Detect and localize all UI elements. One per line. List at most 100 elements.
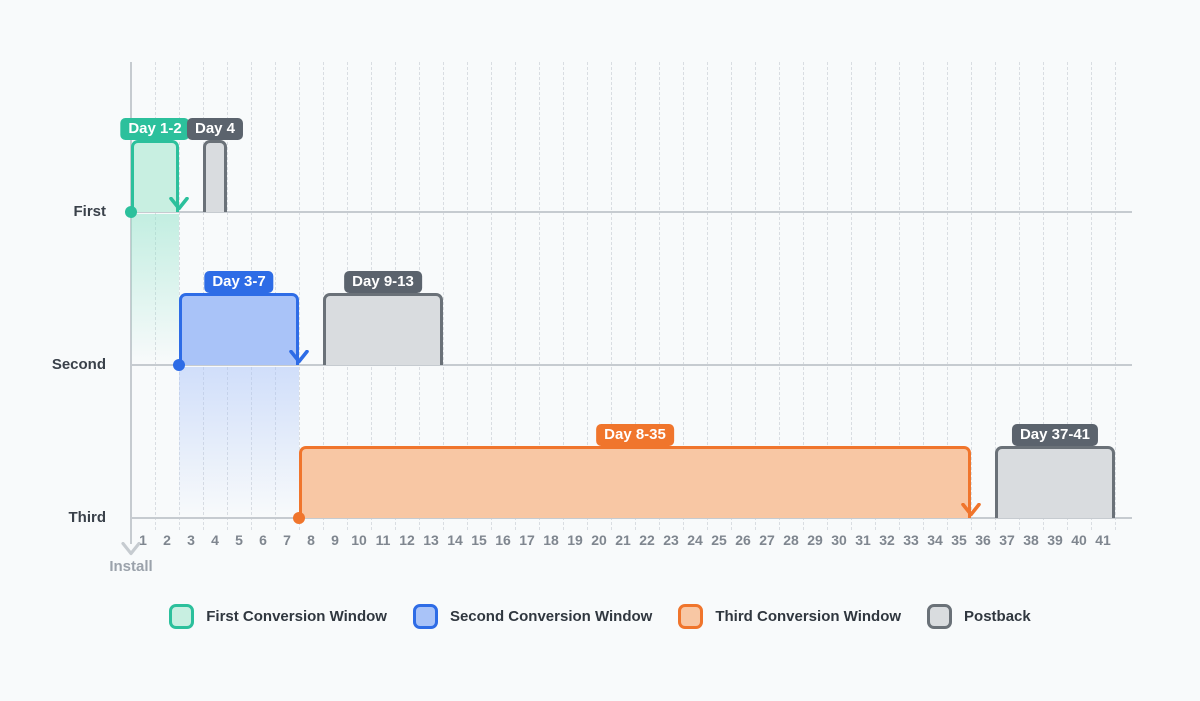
- gridline: [539, 62, 540, 530]
- conversion-window-box: [179, 293, 299, 365]
- install-arrow-icon: [120, 541, 142, 556]
- day-tick-label: 32: [879, 532, 895, 548]
- legend-item-gray: Postback: [927, 604, 1031, 629]
- day-tick-label: 39: [1047, 532, 1063, 548]
- gridline: [803, 62, 804, 530]
- gridline: [779, 62, 780, 530]
- day-tick-label: 3: [187, 532, 195, 548]
- gridline: [515, 62, 516, 530]
- legend-label: Third Conversion Window: [715, 608, 902, 625]
- conversion-window-box: [131, 140, 179, 212]
- window-end-arrow-icon: [288, 349, 310, 364]
- day-tick-label: 18: [543, 532, 559, 548]
- gridline: [467, 62, 468, 530]
- postback-box: [995, 446, 1115, 518]
- orange-swatch-icon: [678, 604, 704, 629]
- timeline: [131, 517, 1132, 519]
- gridline: [563, 62, 564, 530]
- install-label: Install: [109, 558, 153, 575]
- day-tick-label: 1: [139, 532, 147, 548]
- day-tick-label: 25: [711, 532, 727, 548]
- window-end-arrow-icon: [960, 502, 982, 517]
- day-tick-label: 22: [639, 532, 655, 548]
- day-tick-label: 12: [399, 532, 415, 548]
- day-tick-label: 26: [735, 532, 751, 548]
- gridline: [611, 62, 612, 530]
- day-tick-label: 15: [471, 532, 487, 548]
- day-tick-label: 35: [951, 532, 967, 548]
- day-tick-label: 7: [283, 532, 291, 548]
- legend-item-orange: Third Conversion Window: [678, 604, 901, 629]
- gridline: [1115, 62, 1116, 530]
- gridline: [899, 62, 900, 530]
- day-tick-label: 14: [447, 532, 463, 548]
- day-tick-label: 31: [855, 532, 871, 548]
- day-tick-label: 40: [1071, 532, 1087, 548]
- gridline: [851, 62, 852, 530]
- day-tick-label: 20: [591, 532, 607, 548]
- gridline: [1019, 62, 1020, 530]
- day-tick-label: 27: [759, 532, 775, 548]
- gridline: [731, 62, 732, 530]
- day-tick-label: 11: [375, 532, 391, 548]
- row-label: Third: [68, 509, 107, 526]
- postback-badge: Day 37-41: [1011, 424, 1099, 446]
- day-tick-label: 19: [567, 532, 583, 548]
- gridline: [827, 62, 828, 530]
- gridline: [635, 62, 636, 530]
- day-tick-label: 41: [1095, 532, 1111, 548]
- conversion-window-badge: Day 3-7: [204, 271, 274, 293]
- teal-swatch-icon: [169, 604, 195, 629]
- day-tick-label: 5: [235, 532, 243, 548]
- conversion-window-fade: [179, 367, 299, 517]
- day-tick-label: 8: [307, 532, 315, 548]
- gridline: [995, 62, 996, 530]
- day-tick-label: 6: [259, 532, 267, 548]
- day-tick-label: 2: [163, 532, 171, 548]
- day-tick-label: 28: [783, 532, 799, 548]
- day-tick-label: 17: [519, 532, 535, 548]
- postback-box: [323, 293, 443, 365]
- day-tick-label: 16: [495, 532, 511, 548]
- legend-item-blue: Second Conversion Window: [412, 604, 653, 629]
- window-start-dot: [125, 206, 137, 218]
- day-tick-label: 30: [831, 532, 847, 548]
- row-label: Second: [51, 356, 106, 373]
- conversion-window-badge: Day 8-35: [596, 424, 674, 446]
- postback-badge: Day 4: [186, 118, 244, 140]
- gridline: [971, 62, 972, 530]
- gridline: [755, 62, 756, 530]
- day-tick-label: 36: [975, 532, 991, 548]
- day-tick-label: 13: [423, 532, 439, 548]
- gridline: [707, 62, 708, 530]
- day-tick-label: 4: [211, 532, 219, 548]
- gridline: [1043, 62, 1044, 530]
- gray-swatch-icon: [927, 604, 953, 629]
- gridline: [299, 62, 300, 530]
- gridline: [491, 62, 492, 530]
- day-tick-label: 24: [687, 532, 703, 548]
- window-start-dot: [293, 512, 305, 524]
- timeline: [131, 364, 1132, 366]
- gridline: [875, 62, 876, 530]
- gridline: [947, 62, 948, 530]
- day-tick-label: 10: [351, 532, 367, 548]
- window-end-arrow-icon: [168, 196, 190, 211]
- conversion-window-badge: Day 1-2: [120, 118, 190, 140]
- gridline: [659, 62, 660, 530]
- legend-item-teal: First Conversion Window: [169, 604, 387, 629]
- day-tick-label: 38: [1023, 532, 1039, 548]
- postback-box: [203, 140, 227, 212]
- gridline: [587, 62, 588, 530]
- legend-label: Postback: [964, 608, 1031, 625]
- day-tick-label: 37: [999, 532, 1015, 548]
- day-tick-label: 34: [927, 532, 943, 548]
- day-tick-label: 9: [331, 532, 339, 548]
- window-start-dot: [173, 359, 185, 371]
- gridline: [1091, 62, 1092, 530]
- legend-label: Second Conversion Window: [449, 608, 653, 625]
- legend: First Conversion Window Second Conversion…: [0, 604, 1200, 629]
- postback-badge: Day 9-13: [344, 271, 422, 293]
- day-tick-label: 21: [615, 532, 631, 548]
- gridline: [683, 62, 684, 530]
